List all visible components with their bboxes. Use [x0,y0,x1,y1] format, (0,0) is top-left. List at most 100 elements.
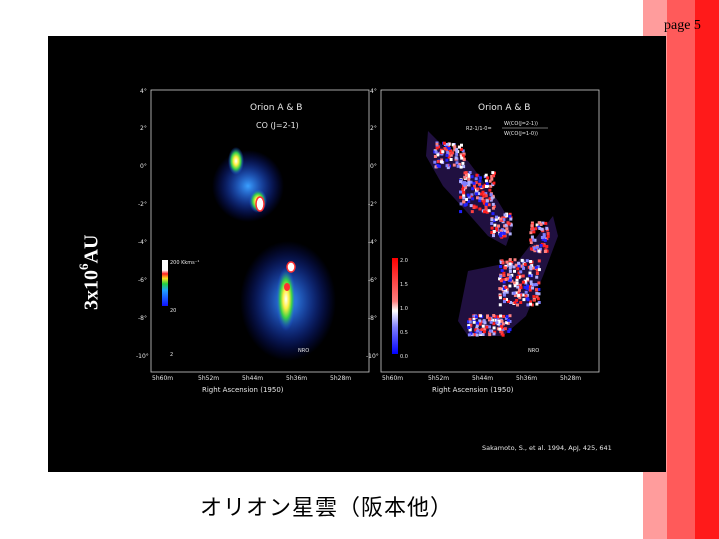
ratio-pixel [544,221,548,225]
ratio-pixel [502,274,506,277]
ratio-pixel [514,291,518,295]
ratio-pixel [504,223,508,227]
ratio-pixel [492,332,496,336]
ratio-pixel [532,283,536,287]
ratio-pixel [491,171,495,175]
ratio-pixel [467,320,470,324]
ratio-pixel [439,151,443,155]
ratio-pixel [516,285,520,289]
ratio-pixel [482,330,486,334]
ratio-pixel [505,290,509,294]
right-y-tick: 0° [370,163,377,170]
ratio-pixel [502,280,506,284]
ratio-pixel [503,298,506,301]
ratio-pixel [535,272,539,275]
ratio-pixel [508,328,512,332]
ratio-pixel [485,325,489,329]
scale-label-main: 3x10 [80,270,103,310]
ratio-pixel [531,266,535,270]
ratio-pixel [478,207,482,211]
ratio-pixel [498,303,502,307]
ratio-pixel [467,183,471,187]
ratio-pixel [508,262,512,266]
ratio-pixel [461,154,465,158]
ratio-pixel [474,315,478,319]
ratio-pixel [490,177,494,181]
left-y-tick: 0° [140,163,147,170]
ratio-pixel [492,204,496,208]
ratio-pixel [490,231,494,234]
ratio-pixel [523,279,527,283]
left-y-tick: -6° [138,277,147,284]
ratio-pixel [456,164,460,168]
ratio-pixel [505,214,509,218]
ratio-pixel [490,226,494,230]
ratio-pixel [452,163,456,167]
ratio-pixel [474,205,478,209]
ratio-pixel [467,173,471,176]
ratio-pixel [521,280,525,284]
ratio-pixel [495,215,498,219]
ratio-pixel [512,291,516,295]
right-x-axis-label: Right Ascension (1950) [432,386,514,394]
ratio-pixel [490,174,494,178]
ratio-pixel [513,294,517,297]
ratio-pixel [478,319,482,323]
left-subtitle: CO (J=2-1) [256,121,299,130]
ratio-pixel [541,237,545,241]
ratio-pixel [488,188,492,192]
ratio-pixel [481,333,485,336]
ratio-pixel [466,193,470,197]
ratio-pixel [545,237,549,241]
ratio-pixel [535,295,539,299]
ratio-pixel [510,273,514,277]
ratio-pixel [459,180,463,184]
ratio-pixel [505,227,509,231]
ratio-pixel [517,264,521,268]
ratio-pixel [476,329,480,333]
ratio-pixel [503,266,507,270]
ratio-pixel [503,224,507,228]
ratio-pixel [467,333,471,337]
ratio-pixel [504,285,508,289]
ratio-pixel [475,326,479,330]
ratio-pixel [473,333,477,337]
ratio-pixel [488,331,492,335]
ratio-pixel [533,238,537,242]
ratio-pixel [474,331,478,335]
ratio-pixel [455,147,459,151]
ratio-pixel [455,149,459,153]
right-colorbar-label: 1.5 [400,282,408,288]
left-instrument-label: NRO [298,348,309,354]
ratio-pixel [478,196,482,200]
ratio-pixel [446,143,450,146]
ratio-pixel [468,317,472,321]
ratio-pixel [509,275,512,279]
ratio-pixel [481,185,485,189]
ratio-pixel [462,158,466,162]
ratio-pixel [513,269,516,273]
right-title: Orion A & B [478,103,530,113]
ratio-pixel [492,230,496,233]
ratio-pixel [440,160,443,164]
ratio-pixel [502,218,506,222]
ratio-pixel [485,182,489,186]
left-x-tick: 5h60m [152,375,173,382]
ratio-pixel [535,245,539,249]
ratio-pixel [506,318,510,322]
ratio-pixel [544,248,548,252]
ratio-pixel [484,194,488,198]
ratio-pixel [500,326,504,330]
ratio-pixel [517,288,521,292]
ratio-pixel [454,156,458,160]
left-cloud-b-ridge [228,147,244,175]
ratio-pixel [505,321,509,325]
left-y-tick: 2° [140,125,147,132]
ratio-pixel [546,232,550,235]
ratio-pixel [436,159,440,163]
ratio-pixel [529,280,533,284]
ratio-pixel [469,323,473,327]
ratio-pixel [481,190,485,194]
ratio-pixel [513,301,517,305]
scale-label-unit: AU [80,234,103,264]
